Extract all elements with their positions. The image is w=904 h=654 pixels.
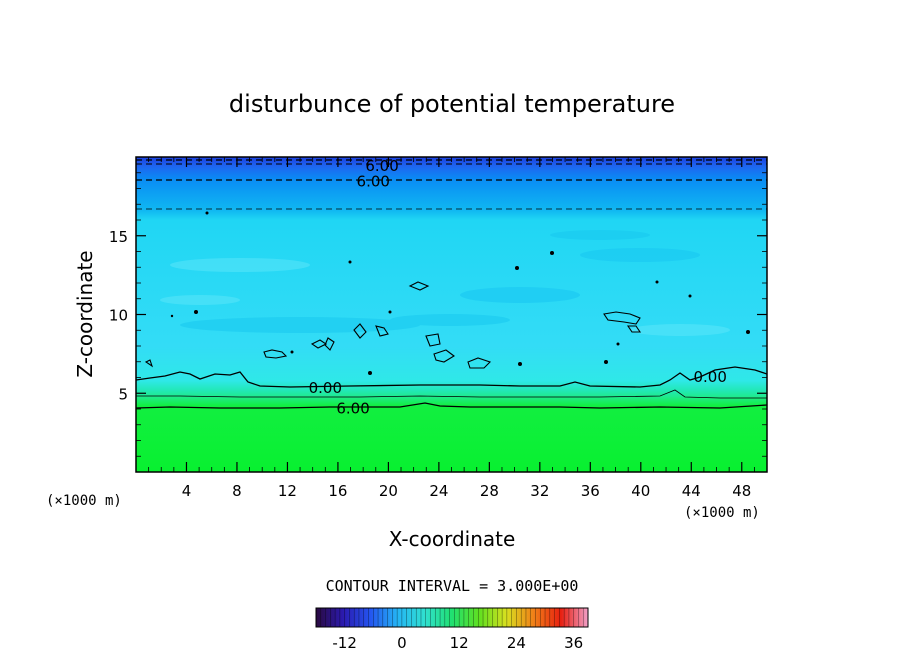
x-tick-label: 36 bbox=[581, 482, 600, 500]
contour-interval-text: CONTOUR INTERVAL = 3.000E+00 bbox=[326, 577, 579, 595]
colorbar-tick-label: -12 bbox=[332, 634, 357, 652]
chart-title: disturbunce of potential temperature bbox=[229, 90, 675, 118]
contour-cell bbox=[324, 337, 335, 351]
contour-cell bbox=[467, 357, 492, 369]
y-tick-label: 15 bbox=[109, 228, 128, 246]
contour-cells bbox=[144, 281, 642, 369]
x-tick-label: 48 bbox=[732, 482, 751, 500]
contour-speckles bbox=[170, 211, 750, 375]
x-tick-label: 32 bbox=[530, 482, 549, 500]
contour-line-3 bbox=[136, 389, 767, 399]
contour-cell bbox=[408, 281, 430, 291]
y-tick-label: 10 bbox=[109, 307, 128, 325]
contour-line-6 bbox=[136, 402, 767, 409]
y-tick-label: 5 bbox=[118, 385, 128, 403]
x-tick-label: 28 bbox=[480, 482, 499, 500]
y-axis: 5 10 15 bbox=[109, 172, 767, 457]
contour-cell bbox=[626, 325, 642, 333]
plot-area: 6.006.000.000.006.00 bbox=[136, 157, 767, 472]
x-tick-label: 40 bbox=[631, 482, 650, 500]
x-axis-label: X-coordinate bbox=[389, 527, 516, 551]
x-tick-label: 8 bbox=[232, 482, 242, 500]
x-tick-label: 4 bbox=[182, 482, 192, 500]
x-unit-left: (×1000 m) bbox=[46, 493, 122, 509]
contour-cell bbox=[433, 349, 455, 363]
colorbar-gradient bbox=[315, 607, 589, 628]
colorbar-segments bbox=[320, 608, 584, 627]
contour-label: 0.00 bbox=[309, 379, 342, 397]
positive-contours bbox=[136, 366, 767, 409]
x-tick-label: 24 bbox=[429, 482, 448, 500]
contour-cell bbox=[603, 311, 641, 325]
contour-label: 6.00 bbox=[357, 173, 390, 191]
contour-cell bbox=[353, 323, 367, 339]
contour-label: 6.00 bbox=[336, 399, 369, 417]
x-tick-label: 12 bbox=[278, 482, 297, 500]
x-unit-right: (×1000 m) bbox=[684, 505, 760, 521]
contour-cell bbox=[375, 325, 389, 337]
x-axis: 4 8 12 16 20 24 28 32 36 40 44 48 bbox=[148, 157, 755, 500]
x-tick-label: 44 bbox=[682, 482, 701, 500]
colorbar-ticks: -12 0 12 24 36 bbox=[332, 634, 583, 652]
contour-cell bbox=[144, 359, 154, 368]
colorbar-tick-label: 12 bbox=[450, 634, 469, 652]
x-tick-label: 20 bbox=[379, 482, 398, 500]
colorbar: -12 0 12 24 36 bbox=[315, 607, 589, 652]
colorbar-tick-label: 36 bbox=[564, 634, 583, 652]
contour-label: 6.00 bbox=[365, 157, 398, 175]
contour-labels: 6.006.000.000.006.00 bbox=[309, 157, 727, 417]
contour-label: 0.00 bbox=[694, 368, 727, 386]
contour-line-zero bbox=[136, 366, 767, 388]
y-axis-label: Z-coordinate bbox=[73, 250, 97, 377]
contour-cell bbox=[425, 333, 441, 347]
contour-cell bbox=[263, 349, 288, 359]
colorbar-tick-label: 0 bbox=[397, 634, 407, 652]
x-tick-label: 16 bbox=[328, 482, 347, 500]
colorbar-tick-label: 24 bbox=[507, 634, 526, 652]
field-patches bbox=[160, 230, 730, 336]
